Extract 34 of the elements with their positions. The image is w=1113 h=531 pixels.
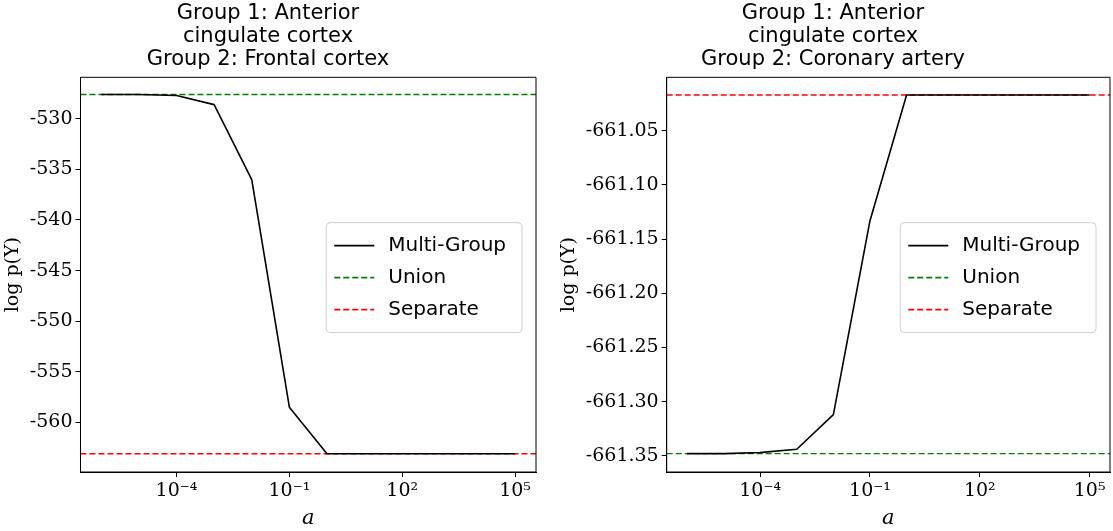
y-tick-label: -661.25 (585, 334, 659, 357)
x-tick-label: 10⁻¹ (268, 478, 311, 501)
chart-title: Group 1: Anterior cingulate cortex Group 2: Frontal cortex (146, 0, 390, 71)
legend-label: Multi-Group (388, 231, 507, 256)
y-tick-label: -550 (29, 308, 73, 331)
y-tick-label: -535 (29, 156, 73, 179)
y-tick-label: -661.10 (585, 171, 659, 194)
y-tick-label: -560 (29, 409, 73, 432)
x-tick-label: 10² (963, 478, 996, 501)
y-tick-label: -661.05 (585, 117, 659, 140)
x-tick-label: 10⁵ (499, 478, 531, 501)
x-axis-title: a (882, 504, 895, 529)
chart-title: Group 1: Anterior cingulate cortex Group 2: Coronary artery (701, 0, 965, 71)
legend-label: Union (962, 263, 1021, 288)
y-tick-label: -661.30 (585, 388, 659, 411)
y-tick-label: -545 (29, 257, 73, 280)
x-tick-label: 10² (386, 478, 419, 501)
x-tick-label: 10⁻⁴ (739, 478, 782, 501)
y-tick-label: -540 (29, 206, 73, 229)
x-tick-label: 10⁻⁴ (155, 478, 198, 501)
x-tick-label: 10⁵ (1073, 478, 1106, 501)
legend-label: Separate (388, 295, 479, 320)
legend-label: Separate (962, 295, 1053, 320)
y-axis-title: log p(Y) (556, 237, 579, 313)
y-tick-label: -555 (29, 358, 73, 381)
y-tick-label: -661.15 (585, 226, 659, 249)
x-axis-title: a (301, 504, 315, 529)
y-tick-label: -530 (29, 105, 73, 128)
x-tick-label: 10⁻¹ (849, 478, 891, 501)
legend-label: Multi-Group (962, 231, 1081, 256)
legend-label: Union (388, 263, 447, 288)
y-axis-title: log p(Y) (0, 237, 23, 313)
y-tick-label: -661.20 (585, 280, 659, 303)
y-tick-label: -661.35 (585, 442, 659, 465)
